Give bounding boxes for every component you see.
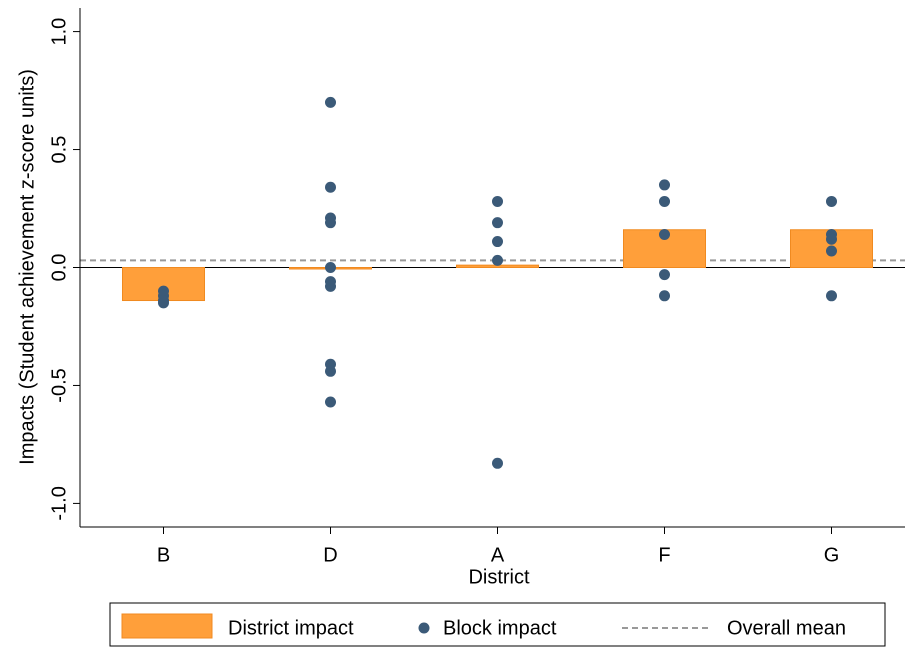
block-dot: [325, 262, 336, 273]
block-dot: [659, 179, 670, 191]
x-tick-label: B: [157, 544, 170, 566]
x-tick-label: A: [491, 544, 505, 566]
block-dot: [492, 217, 503, 229]
block-dot: [659, 269, 670, 281]
x-axis-title: District: [468, 566, 530, 588]
block-dot: [325, 280, 336, 292]
block-dot: [325, 365, 336, 377]
block-dot: [826, 233, 837, 245]
block-dot: [659, 195, 670, 207]
x-tick-label: F: [658, 544, 670, 566]
block-dot: [659, 290, 670, 302]
block-dot: [325, 396, 336, 408]
y-axis-title: Impacts (Student achievement z-score uni…: [16, 69, 38, 465]
block-dot: [492, 195, 503, 207]
y-tick-label: -0.5: [48, 368, 70, 402]
legend-swatch: [418, 622, 430, 634]
bar: [122, 267, 205, 302]
y-tick-label: -1.0: [48, 486, 70, 520]
x-tick-label: D: [323, 544, 337, 566]
block-dot: [325, 96, 336, 108]
block-dot: [325, 217, 336, 229]
y-tick-label: 0.5: [48, 136, 70, 164]
block-dot: [826, 290, 837, 302]
legend-label: District impact: [228, 617, 354, 639]
legend-swatch: [121, 613, 213, 639]
y-tick-label: 0.0: [48, 254, 70, 282]
block-dot: [492, 236, 503, 248]
block-dot: [492, 457, 503, 469]
block-dot: [826, 195, 837, 207]
block-dot: [659, 228, 670, 240]
block-dot: [158, 297, 169, 309]
y-tick-label: 1.0: [48, 18, 70, 46]
legend-box: [109, 602, 886, 647]
block-dot: [826, 245, 837, 257]
block-dot: [325, 181, 336, 193]
block-dot: [492, 254, 503, 266]
x-tick-label: G: [824, 544, 840, 566]
legend-label: Block impact: [443, 617, 557, 639]
legend-label: Overall mean: [727, 617, 846, 639]
